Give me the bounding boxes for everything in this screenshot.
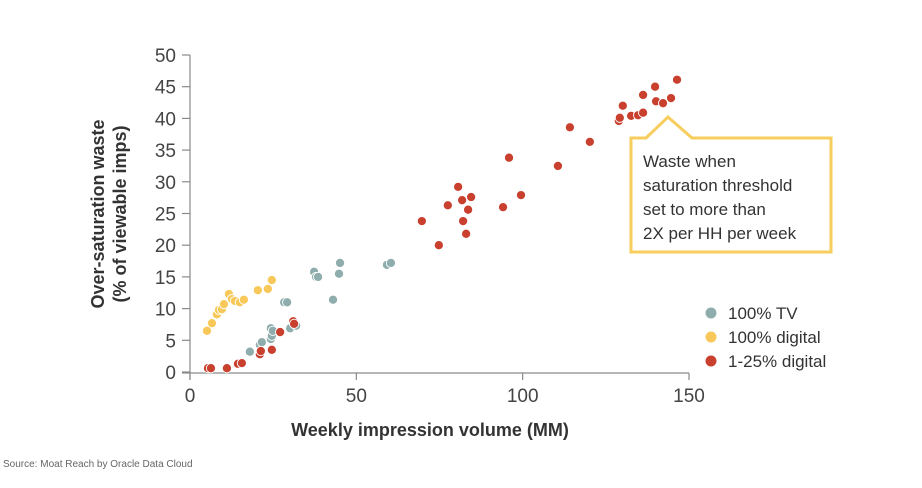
series-100-digital (201, 275, 277, 336)
data-point (282, 297, 293, 308)
data-point (638, 107, 649, 118)
data-point (658, 98, 669, 109)
data-point (671, 74, 683, 85)
legend-item: 1-25% digital (705, 352, 826, 371)
legend-marker (705, 355, 717, 367)
y-axis: 0 5 10 15 20 25 30 35 40 45 50 (155, 46, 191, 384)
data-point (453, 181, 464, 192)
y-tick-label: 10 (155, 300, 176, 321)
data-point (497, 202, 509, 213)
legend-label: 1-25% digital (728, 352, 826, 371)
data-point (252, 285, 263, 296)
y-tick-label: 30 (155, 173, 176, 194)
data-point (433, 240, 444, 251)
source-note: Source: Moat Reach by Oracle Data Cloud (3, 459, 193, 470)
data-point (236, 358, 247, 369)
data-point (552, 160, 563, 171)
data-point (665, 93, 677, 104)
data-point (333, 268, 345, 279)
data-point (503, 152, 515, 163)
legend-label: 100% digital (728, 328, 821, 347)
data-point (206, 318, 218, 329)
x-tick-label: 100 (507, 386, 539, 407)
callout-line-4: 2X per HH per week (643, 224, 797, 243)
legend-item: 100% digital (705, 328, 821, 347)
x-tick-label: 0 (185, 386, 196, 407)
data-point (416, 216, 427, 227)
y-tick-label: 35 (155, 141, 176, 162)
legend-marker (705, 331, 717, 343)
data-point (617, 100, 628, 111)
data-point (327, 294, 339, 305)
y-axis-title: Over-saturation waste (% of viewable imp… (88, 119, 130, 308)
y-tick-label: 40 (155, 109, 176, 130)
y-tick-label: 50 (155, 46, 176, 67)
data-point (266, 344, 277, 355)
callout-border (629, 114, 833, 254)
y-tick-label: 5 (165, 331, 176, 352)
legend-label: 100% TV (728, 304, 798, 323)
series-100-tv (244, 257, 396, 357)
data-point (385, 257, 396, 269)
data-point (289, 318, 300, 329)
y-axis-title-line-1: Over-saturation waste (88, 119, 108, 308)
series-1-25-digital (202, 74, 683, 374)
legend-marker (705, 307, 717, 319)
data-point (238, 294, 249, 305)
data-point (313, 271, 324, 282)
x-axis: 0 50 100 150 (182, 372, 705, 407)
callout-line-3: set to more than (643, 200, 766, 219)
y-tick-label: 25 (155, 205, 176, 226)
y-tick-label: 45 (155, 78, 176, 99)
data-point (442, 200, 453, 211)
y-tick-label: 20 (155, 236, 176, 257)
data-point (515, 190, 527, 201)
data-point (638, 89, 649, 100)
callout-line-2: saturation threshold (643, 176, 792, 195)
data-point (458, 216, 469, 227)
data-point (255, 346, 266, 357)
legend-item: 100% TV (705, 304, 798, 323)
data-point (266, 275, 277, 286)
data-point (244, 346, 255, 357)
data-point (457, 195, 468, 206)
data-point (564, 122, 575, 133)
y-axis-title-line-2: (% of viewable imps) (110, 125, 130, 302)
data-point (584, 136, 595, 147)
y-tick-label: 0 (165, 363, 176, 384)
data-point (614, 112, 625, 123)
x-axis-title: Weekly impression volume (MM) (291, 420, 569, 440)
data-point (334, 257, 346, 269)
data-point (275, 327, 286, 338)
x-tick-label: 50 (346, 386, 367, 407)
data-point (463, 204, 474, 215)
data-point (221, 363, 232, 374)
data-point (205, 363, 217, 374)
data-point (218, 299, 229, 310)
callout-line-1: Waste when (643, 152, 736, 171)
legend: 100% TV 100% digital 1-25% digital (705, 304, 826, 371)
data-point (262, 283, 273, 294)
data-point (461, 228, 472, 239)
data-points (201, 74, 683, 374)
y-tick-label: 15 (155, 268, 176, 289)
data-point (650, 81, 661, 92)
x-tick-label: 150 (673, 386, 705, 407)
data-point (201, 325, 213, 336)
callout-annotation: Waste when saturation threshold set to m… (629, 114, 833, 254)
data-point (256, 337, 267, 348)
data-point (466, 191, 477, 203)
